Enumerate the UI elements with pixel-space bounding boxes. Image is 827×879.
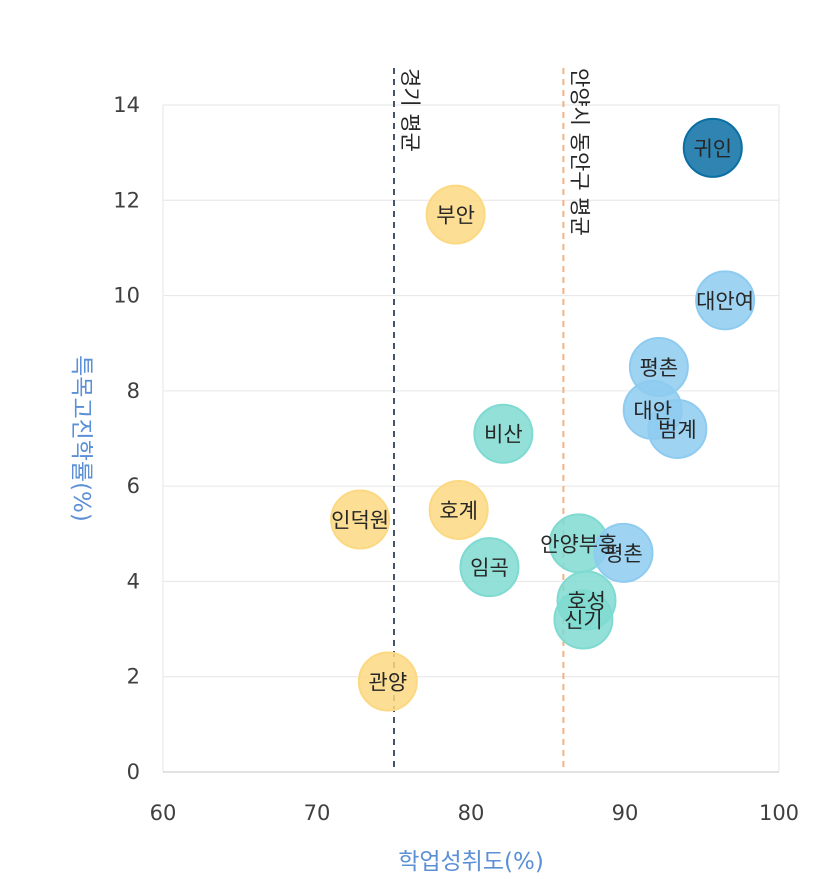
bubble <box>682 117 743 178</box>
bubble <box>647 398 708 459</box>
bubble-label: 인덕원 <box>331 508 389 532</box>
y-tick-label: 8 <box>127 379 140 403</box>
bubble-label: 호성 <box>567 589 606 613</box>
y-tick-label: 12 <box>113 188 140 212</box>
bubble <box>473 403 534 464</box>
x-tick-label: 90 <box>612 801 639 825</box>
bubble <box>428 479 489 540</box>
bubble-label: 안양부흥 <box>540 532 617 556</box>
bubble-label: 평촌 <box>604 542 643 566</box>
bubble <box>459 537 520 598</box>
bubble-label: 관양 <box>369 670 408 694</box>
bubble-label: 신기 <box>564 609 603 633</box>
reference-line-label: 경기 평균 <box>398 68 422 152</box>
reference-line-label: 안양시 동안구 평균 <box>567 68 591 236</box>
y-tick-label: 2 <box>127 665 140 689</box>
bubble-label: 비산 <box>484 423 523 447</box>
bubble-label: 평촌 <box>640 356 679 380</box>
x-tick-label: 60 <box>150 801 177 825</box>
x-axis-title: 학업성취도(%) <box>398 849 544 875</box>
bubble-label: 임곡 <box>470 556 509 580</box>
y-tick-label: 0 <box>127 760 140 784</box>
bubble <box>357 651 418 712</box>
bubble-label: 대안여 <box>696 289 754 313</box>
bubble <box>425 184 486 245</box>
y-tick-label: 4 <box>127 569 140 593</box>
y-tick-label: 14 <box>113 93 140 117</box>
bubble <box>330 489 391 550</box>
bubble-label: 귀인 <box>693 137 732 161</box>
bubble-label: 대안 <box>633 399 672 423</box>
x-tick-label: 70 <box>304 801 331 825</box>
y-tick-label: 6 <box>127 474 140 498</box>
y-axis-title: 특목고진학률(%) <box>68 355 94 522</box>
bubble-label: 범계 <box>658 418 697 442</box>
bubble-label: 호계 <box>439 499 478 523</box>
bubble-label: 부안 <box>436 204 475 228</box>
gridlines <box>162 104 780 773</box>
bubble <box>593 522 654 583</box>
axes: 0 2 4 6 8 10 12 14 60 70 80 90 100 <box>113 93 799 825</box>
x-tick-label: 100 <box>759 801 799 825</box>
y-tick-label: 10 <box>113 284 140 308</box>
x-tick-label: 80 <box>458 801 485 825</box>
bubble <box>695 270 756 331</box>
bubble <box>553 589 614 650</box>
